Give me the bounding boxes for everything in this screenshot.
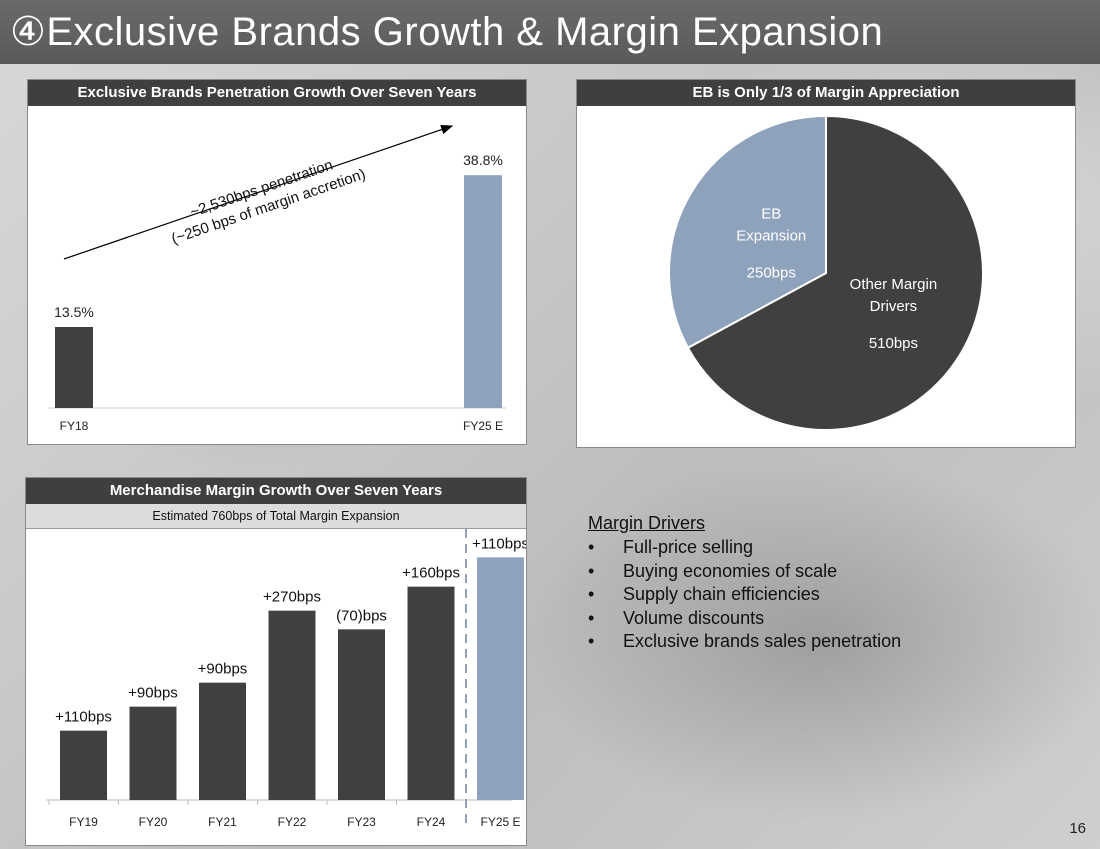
data-label: 13.5% bbox=[54, 304, 94, 320]
data-label: +270bps bbox=[263, 589, 321, 606]
margin-drivers-list: Margin Drivers • Full-price selling • Buyi… bbox=[588, 513, 901, 654]
tick-label: FY25 E bbox=[463, 419, 503, 433]
tick-label: FY22 bbox=[278, 815, 307, 829]
margin-pie-panel: EB is Only 1/3 of Margin Appreciation Ot… bbox=[576, 79, 1076, 448]
slice-name-line1: EB bbox=[761, 205, 781, 222]
data-label: +90bps bbox=[198, 661, 248, 678]
bar bbox=[268, 610, 316, 800]
bullet-icon: • bbox=[588, 560, 595, 581]
list-item: • Full-price selling bbox=[588, 536, 901, 560]
tick-label: FY23 bbox=[347, 815, 376, 829]
slice-name-line1: Other Margin bbox=[850, 276, 938, 293]
page-number: 16 bbox=[1069, 820, 1086, 837]
pie-slice bbox=[686, 114, 984, 431]
page-title: ④Exclusive Brands Growth & Margin Expans… bbox=[0, 0, 1100, 64]
bullet-icon: • bbox=[588, 607, 595, 628]
data-label: +160bps bbox=[402, 565, 460, 582]
margin-drivers-title: Margin Drivers bbox=[588, 513, 706, 533]
list-item: • Supply chain efficiencies bbox=[588, 583, 901, 607]
list-item: • Volume discounts bbox=[588, 607, 901, 631]
list-item: • Exclusive brands sales penetration bbox=[588, 630, 901, 654]
slice-value-label: 510bps bbox=[869, 335, 918, 352]
pie-slice bbox=[668, 114, 827, 350]
margin-pie-chart: Other Margin Drivers 510bps EB Expansion 250b… bbox=[668, 114, 984, 431]
slice-value-label: 250bps bbox=[747, 264, 796, 281]
bar bbox=[477, 557, 524, 800]
list-item: • Buying economies of scale bbox=[588, 560, 901, 584]
tick-label: FY24 bbox=[417, 815, 446, 829]
bar bbox=[199, 682, 246, 800]
tick-label: FY19 bbox=[69, 815, 98, 829]
bar bbox=[55, 327, 93, 408]
trend-arrow bbox=[63, 124, 454, 260]
data-label: +90bps bbox=[128, 685, 178, 702]
merch-margin-title: Merchandise Margin Growth Over Seven Yea… bbox=[26, 478, 526, 504]
bar bbox=[60, 730, 107, 800]
bar bbox=[338, 629, 385, 800]
bullet-icon: • bbox=[588, 631, 595, 651]
eb-penetration-title: Exclusive Brands Penetration Growth Over… bbox=[28, 80, 526, 106]
merch-margin-panel: Merchandise Margin Growth Over Seven Yea… bbox=[25, 477, 527, 846]
bullet-icon: • bbox=[588, 537, 595, 557]
data-label: +110bps bbox=[472, 535, 526, 552]
tick-label: FY18 bbox=[60, 419, 89, 433]
bar bbox=[129, 706, 177, 800]
tick-label: FY21 bbox=[208, 815, 237, 829]
merch-margin-subtitle: Estimated 760bps of Total Margin Expansi… bbox=[26, 504, 526, 529]
data-label: (70)bps bbox=[336, 607, 387, 624]
bar bbox=[464, 175, 502, 408]
margin-pie-title: EB is Only 1/3 of Margin Appreciation bbox=[577, 80, 1075, 106]
eb-penetration-panel: Exclusive Brands Penetration Growth Over… bbox=[27, 79, 527, 445]
tick-label: FY25 E bbox=[480, 815, 520, 829]
slice-name-line2: Expansion bbox=[736, 227, 806, 244]
merch-margin-chart: +110bps FY19 +90bps FY20 +90bps FY21 +270bps FY… bbox=[46, 529, 526, 829]
bullet-icon: • bbox=[588, 584, 595, 604]
tick-label: FY20 bbox=[139, 815, 168, 829]
data-label: +110bps bbox=[55, 709, 112, 726]
bar bbox=[407, 586, 455, 800]
data-label: 38.8% bbox=[463, 152, 503, 168]
slice-name-line2: Drivers bbox=[870, 298, 918, 315]
